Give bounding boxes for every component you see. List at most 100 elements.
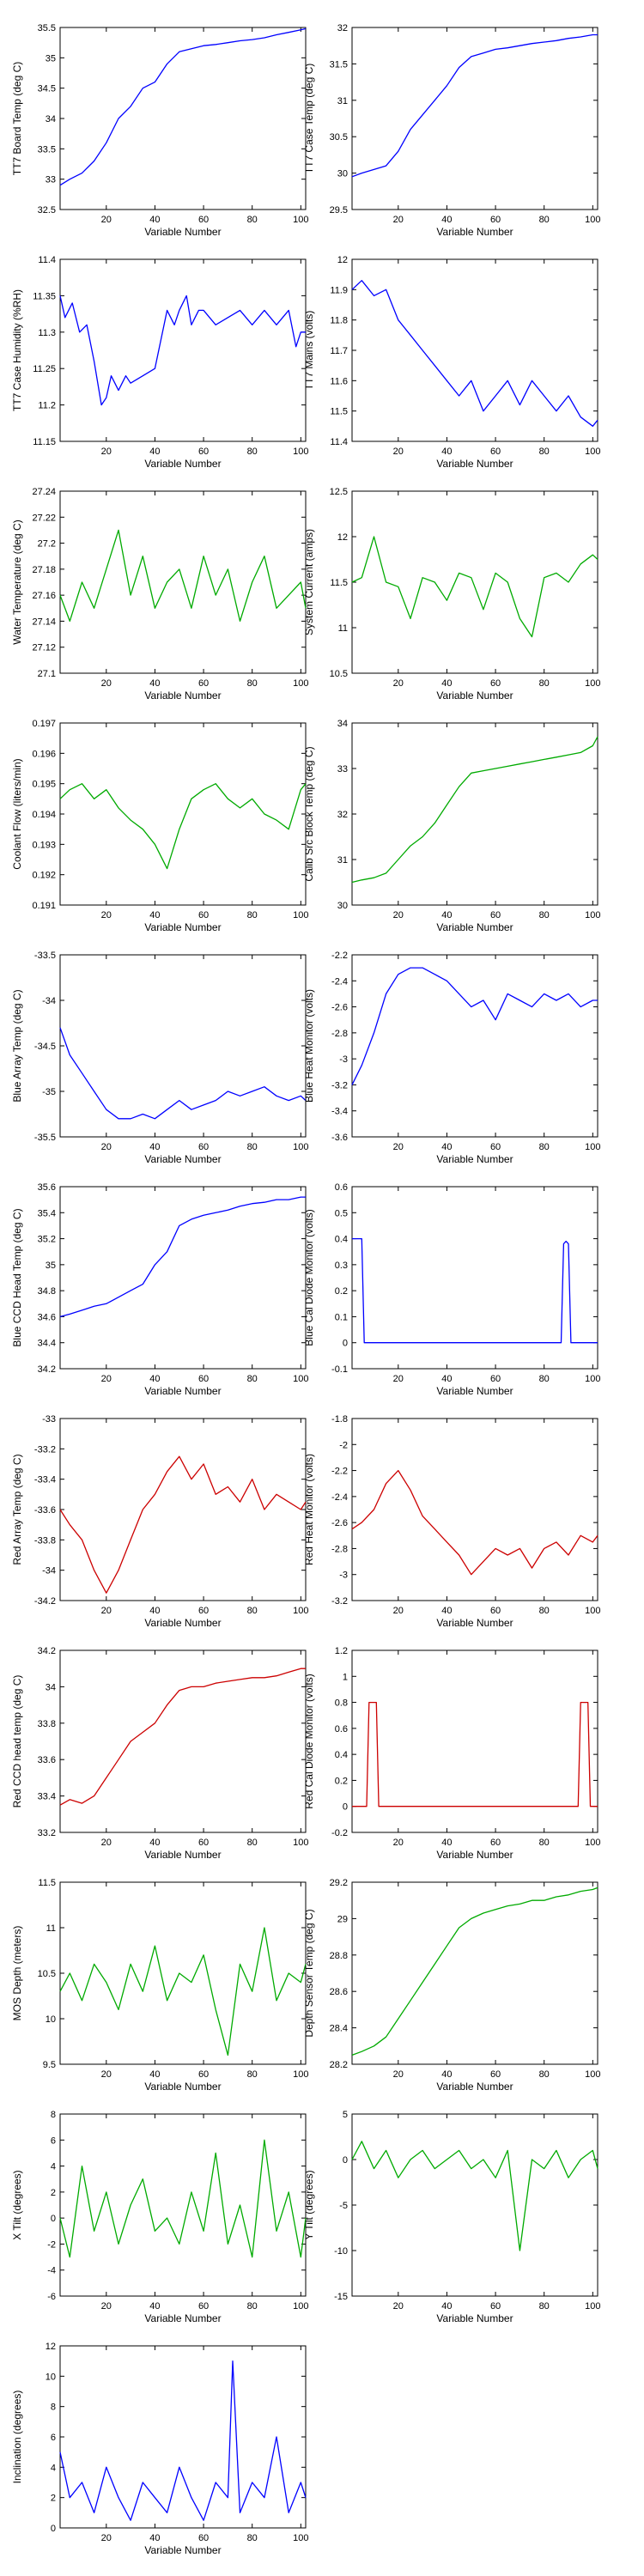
y-tick-label: 11.35 [33,291,56,301]
axes-frame [351,27,598,210]
y-tick-label: 1 [343,1672,348,1682]
y-tick-label: 33 [337,764,348,775]
y-tick-label: 11.9 [330,285,348,295]
series-line [352,1701,598,1807]
x-tick-label: 80 [247,2301,258,2312]
y-tick-label: -33.2 [34,1444,56,1455]
x-tick-label: 80 [247,447,258,457]
chart-panel: -0.2 0 0.2 0.4 0.6 0.8 1 1.2 20 40 60 80 100 Variable… [303,1646,601,1861]
y-tick-label: 2 [51,2494,56,2504]
x-tick-label: 20 [393,910,404,920]
y-tick-label: 27.16 [32,591,56,601]
y-tick-label: -33.6 [34,1505,56,1516]
x-tick-label: 100 [585,678,600,689]
y-tick-label: 12.5 [330,487,348,497]
x-tick-label: 80 [539,678,550,689]
y-tick-label: -34.5 [34,1042,56,1052]
x-tick-label: 60 [198,910,209,920]
x-tick-label: 60 [198,447,209,457]
axes-frame [351,258,598,442]
series-line [59,1927,307,2057]
x-tick-label: 100 [293,2069,308,2080]
y-tick-label: -5 [339,2201,348,2211]
x-tick-label: 80 [539,2301,550,2312]
y-tick-label: 34.6 [38,1312,56,1322]
x-tick-label: 20 [101,1838,112,1848]
chart-panel: -0.1 0 0.1 0.2 0.3 0.4 0.5 0.6 20 40 60 80 100 Variab… [303,1182,601,1397]
y-tick-label: -2.4 [331,976,348,987]
y-tick-label: -2.2 [331,951,348,961]
y-axis-label: Coolant Flow (liters/min) [11,758,23,869]
x-tick-label: 100 [585,1142,600,1152]
x-axis-label: Variable Number [144,226,221,238]
chart-panel: 9.5 10 10.5 11 11.5 20 40 60 80 100 Variable Numbe… [11,1878,309,2093]
y-tick-label: 29 [337,1914,348,1924]
y-tick-label: -35.5 [34,1133,56,1143]
x-axis-label: Variable Number [436,2081,513,2093]
x-tick-label: 20 [101,1606,112,1616]
x-tick-label: 80 [247,678,258,689]
y-tick-label: -6 [47,2292,56,2302]
y-axis-label: Depth Sensor Temp (deg C) [303,1909,315,2037]
y-tick-label: 33.4 [38,1792,56,1802]
y-tick-label: 34 [337,719,348,729]
y-tick-label: 10.5 [330,669,348,679]
x-tick-label: 60 [198,2301,209,2312]
y-tick-label: 33.6 [38,1755,56,1765]
x-tick-label: 20 [393,1606,404,1616]
x-tick-label: 20 [393,1838,404,1848]
x-tick-label: 20 [393,2301,404,2312]
series-line [351,1886,598,2057]
y-axis-label: Inclination (degrees) [11,2391,23,2484]
x-tick-label: 40 [149,447,160,457]
y-tick-label: 35.4 [38,1208,56,1218]
series-line [351,1469,598,1576]
y-axis-label: X Tilt (degrees) [11,2170,23,2239]
y-tick-label: 4 [51,2463,56,2473]
series-line [351,967,598,1085]
x-tick-label: 20 [393,215,404,225]
x-tick-label: 80 [539,910,550,920]
series-line [59,27,307,186]
x-tick-label: 100 [585,1606,600,1616]
x-tick-label: 40 [441,2301,452,2312]
y-tick-label: 0.2 [335,1776,348,1786]
y-axis-label: System Current (amps) [303,529,315,635]
y-axis-label: Blue Array Temp (deg C) [11,989,23,1102]
y-tick-label: 2 [51,2188,56,2198]
x-axis-label: Variable Number [144,1385,221,1397]
y-tick-label: 11.25 [33,364,56,374]
y-tick-label: 11.15 [33,437,56,447]
chart-panel: 0.191 0.192 0.193 0.194 0.195 0.196 0.197 20 40 6… [11,719,309,933]
y-tick-label: 31 [337,96,348,106]
y-axis-label: Water Temperature (deg C) [11,519,23,644]
x-tick-label: 60 [198,2533,209,2543]
y-tick-label: 35.5 [38,23,56,33]
x-tick-label: 60 [490,1606,501,1616]
y-axis-label: Red Heat Monitor (volts) [303,1454,315,1565]
x-tick-label: 100 [585,447,600,457]
chart-panel: 10.5 11 11.5 12 12.5 20 40 60 80 100 Variable Numb… [303,487,601,702]
x-axis-label: Variable Number [144,1617,221,1629]
x-tick-label: 20 [101,2533,112,2543]
y-tick-label: 28.2 [330,2060,348,2070]
x-axis-label: Variable Number [144,2081,221,2093]
axes-frame [351,1649,598,1833]
x-axis-label: Variable Number [436,1849,513,1861]
y-tick-label: 28.8 [330,1951,348,1961]
axes-frame [351,1881,598,2065]
y-tick-label: -4 [47,2266,56,2276]
axes-frame [351,722,598,906]
y-tick-label: 33.5 [38,144,56,155]
y-tick-label: 8 [51,2110,56,2120]
x-tick-label: 40 [441,910,452,920]
x-axis-label: Variable Number [436,226,513,238]
x-tick-label: 60 [198,215,209,225]
x-axis-label: Variable Number [144,458,221,470]
y-tick-label: 0 [343,2155,348,2166]
y-tick-label: 11.8 [330,316,348,326]
y-tick-label: 30 [337,169,348,179]
x-tick-label: 100 [585,1374,600,1384]
y-tick-label: 5 [343,2110,348,2120]
